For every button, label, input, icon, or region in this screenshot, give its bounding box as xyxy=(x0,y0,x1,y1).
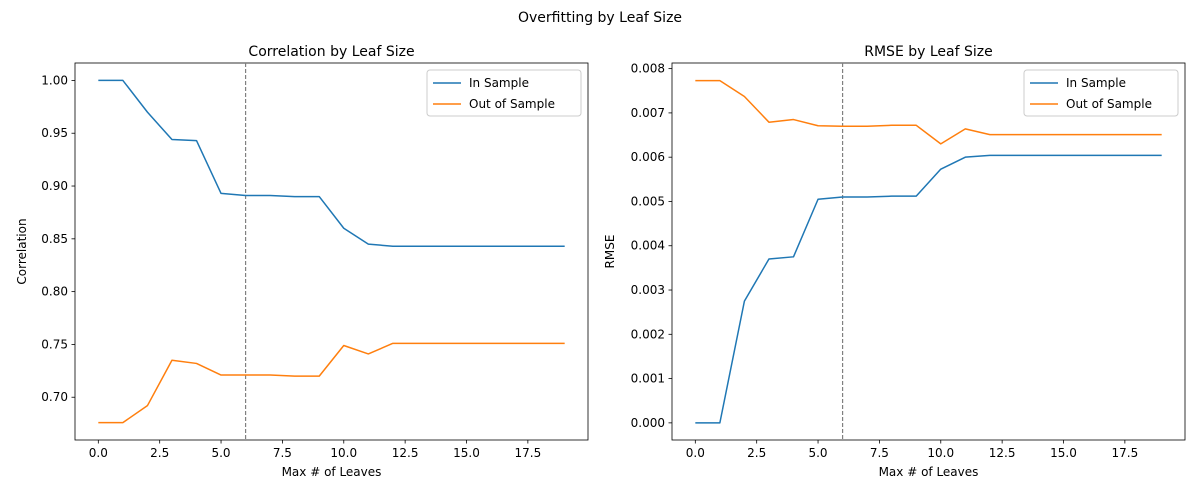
rmse-chart: RMSE by Leaf Size 0.0 2.5 5.0 7.5 10.0 12.5 15.… xyxy=(603,44,1186,479)
correlation-ytick-label: 0.80 xyxy=(41,285,68,299)
rmse-ytick-label: 0.001 xyxy=(631,372,665,386)
rmse-legend-label-in-sample: In Sample xyxy=(1066,76,1126,90)
correlation-xtick-label: 15.0 xyxy=(453,446,480,460)
correlation-ylabel: Correlation xyxy=(15,218,29,284)
rmse-xlabel: Max # of Leaves xyxy=(879,465,979,479)
correlation-xtick-label: 2.5 xyxy=(150,446,169,460)
correlation-ytick-label: 0.85 xyxy=(41,232,68,246)
rmse-xtick-label: 17.5 xyxy=(1112,446,1139,460)
correlation-xtick-label: 12.5 xyxy=(392,446,419,460)
rmse-legend-box xyxy=(1023,69,1179,117)
rmse-xtick-label: 15.0 xyxy=(1050,446,1077,460)
rmse-xtick-label: 10.0 xyxy=(927,446,954,460)
correlation-axes-frame xyxy=(74,62,589,441)
correlation-legend-label-out-of-sample: Out of Sample xyxy=(469,97,555,111)
rmse-ytick-label: 0.008 xyxy=(631,62,665,76)
correlation-ytick-label: 0.75 xyxy=(41,337,68,351)
correlation-title: Correlation by Leaf Size xyxy=(248,44,414,60)
rmse-legend-label-out-of-sample: Out of Sample xyxy=(1066,97,1152,111)
correlation-ytick-label: 0.90 xyxy=(41,179,68,193)
correlation-legend-label-in-sample: In Sample xyxy=(469,76,529,90)
rmse-ytick-label: 0.004 xyxy=(631,239,665,253)
correlation-legend: In Sample Out of Sample xyxy=(426,69,582,117)
rmse-ytick-label: 0.003 xyxy=(631,283,665,297)
correlation-xtick-label: 5.0 xyxy=(211,446,230,460)
correlation-chart: Correlation by Leaf Size 0.0 2.5 5.0 7.5 10.0… xyxy=(15,44,589,479)
correlation-xtick-label: 0.0 xyxy=(89,446,108,460)
rmse-xtick-label: 0.0 xyxy=(686,446,705,460)
correlation-ytick-label: 1.00 xyxy=(41,73,68,87)
rmse-xtick-label: 2.5 xyxy=(747,446,766,460)
correlation-xtick-label: 7.5 xyxy=(273,446,292,460)
rmse-ytick-label: 0.007 xyxy=(631,106,665,120)
figure-suptitle: Overfitting by Leaf Size xyxy=(518,10,682,26)
correlation-xlabel: Max # of Leaves xyxy=(282,465,382,479)
correlation-ytick-label: 0.70 xyxy=(41,390,68,404)
correlation-legend-box xyxy=(426,69,582,117)
rmse-out-of-sample-line xyxy=(695,79,1162,145)
rmse-in-sample-line xyxy=(695,154,1162,424)
rmse-xtick-label: 12.5 xyxy=(989,446,1016,460)
rmse-ytick-label: 0.006 xyxy=(631,150,665,164)
rmse-ytick-label: 0.000 xyxy=(631,416,665,430)
rmse-ytick-label: 0.005 xyxy=(631,194,665,208)
correlation-xtick-label: 17.5 xyxy=(515,446,542,460)
rmse-legend: In Sample Out of Sample xyxy=(1023,69,1179,117)
correlation-xtick-label: 10.0 xyxy=(330,446,357,460)
rmse-ylabel: RMSE xyxy=(603,235,617,269)
correlation-out-of-sample-line xyxy=(98,342,565,424)
correlation-in-sample-line xyxy=(98,79,565,247)
rmse-xtick-label: 5.0 xyxy=(808,446,827,460)
rmse-ytick-label: 0.002 xyxy=(631,327,665,341)
rmse-title: RMSE by Leaf Size xyxy=(864,44,992,60)
correlation-ytick-label: 0.95 xyxy=(41,126,68,140)
rmse-axes-frame xyxy=(671,62,1186,441)
rmse-xtick-label: 7.5 xyxy=(870,446,889,460)
